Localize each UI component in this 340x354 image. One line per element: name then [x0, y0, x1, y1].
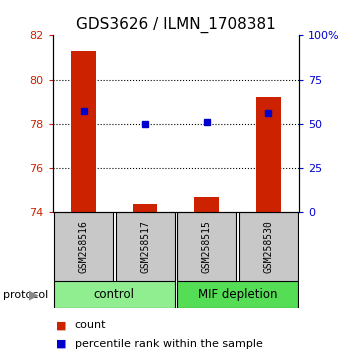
Text: percentile rank within the sample: percentile rank within the sample: [75, 339, 263, 349]
Text: ■: ■: [56, 339, 67, 349]
Text: MIF depletion: MIF depletion: [198, 288, 277, 301]
Text: control: control: [94, 288, 135, 301]
Text: ▶: ▶: [29, 288, 39, 301]
Text: protocol: protocol: [3, 290, 49, 300]
Text: ■: ■: [56, 320, 67, 331]
Text: GSM258530: GSM258530: [264, 221, 273, 273]
Text: GSM258516: GSM258516: [79, 221, 88, 273]
Text: GSM258517: GSM258517: [140, 221, 150, 273]
Bar: [177, 281, 298, 308]
Bar: [71, 51, 96, 212]
Bar: [239, 212, 298, 281]
Bar: [256, 97, 281, 212]
Bar: [177, 212, 236, 281]
Bar: [116, 212, 175, 281]
Text: count: count: [75, 320, 106, 331]
Bar: [54, 212, 113, 281]
Bar: [54, 281, 175, 308]
Title: GDS3626 / ILMN_1708381: GDS3626 / ILMN_1708381: [76, 16, 276, 33]
Bar: [133, 204, 157, 212]
Bar: [194, 197, 219, 212]
Text: GSM258515: GSM258515: [202, 221, 212, 273]
